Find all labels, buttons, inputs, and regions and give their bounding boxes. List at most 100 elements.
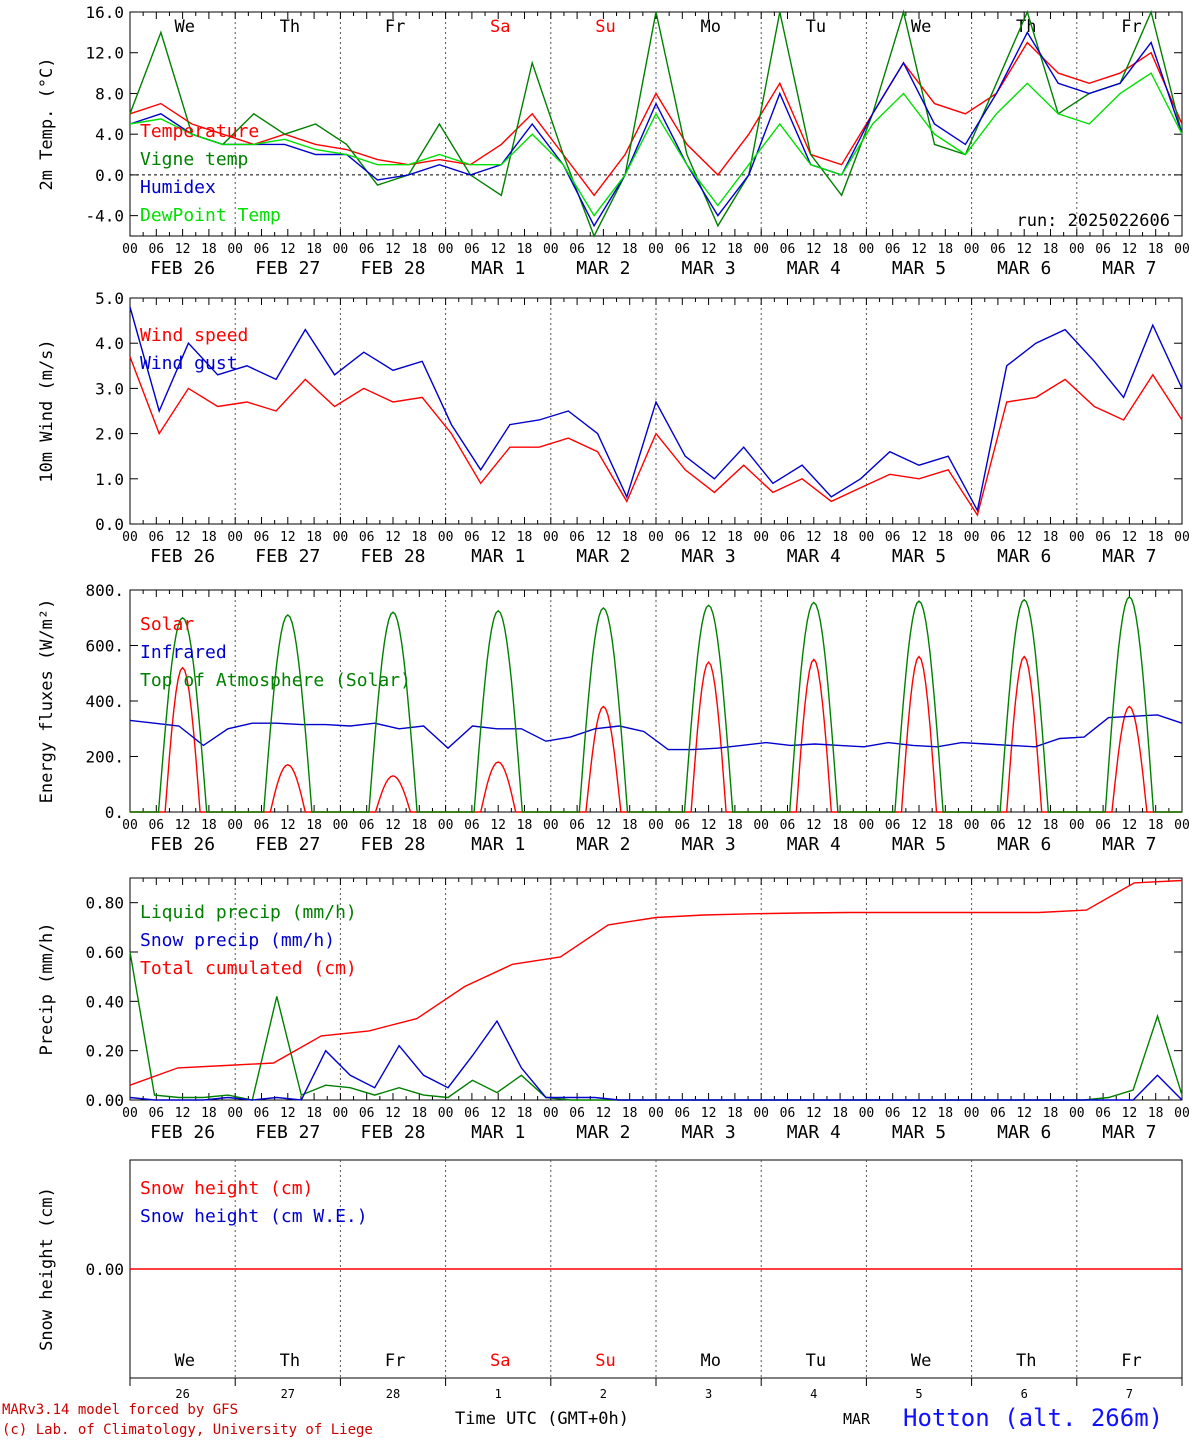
hour-label: 12 bbox=[806, 818, 822, 833]
hour-label: 06 bbox=[885, 1106, 901, 1121]
day-name-label: Fr bbox=[385, 17, 405, 37]
y-tick-label: 200. bbox=[85, 748, 124, 767]
day-name-label: Fr bbox=[1121, 1351, 1141, 1371]
hour-label: 18 bbox=[306, 818, 322, 833]
series-line-dewpoint-temp bbox=[129, 72, 1183, 217]
date-label: FEB 27 bbox=[255, 834, 320, 855]
hour-label: 06 bbox=[254, 530, 270, 545]
hour-label: 18 bbox=[411, 530, 427, 545]
hour-label: 12 bbox=[1016, 818, 1032, 833]
y-tick-label: 3.0 bbox=[95, 379, 124, 398]
hour-label: 06 bbox=[1095, 242, 1111, 257]
legend-entry: Humidex bbox=[140, 177, 216, 198]
y-tick-label: 0.80 bbox=[85, 894, 124, 913]
hour-label: 18 bbox=[937, 242, 953, 257]
hour-label: 06 bbox=[254, 818, 270, 833]
hour-label: 12 bbox=[911, 1106, 927, 1121]
y-tick-label: 8.0 bbox=[95, 84, 124, 103]
hour-label: 00 bbox=[1174, 242, 1190, 257]
hour-label: 06 bbox=[569, 818, 585, 833]
plot-frame bbox=[129, 297, 1183, 525]
y-tick-label: 1.0 bbox=[95, 470, 124, 489]
chart-panel-4: 0.00 0.20 0.40 0.60 0.80 Precip (mm/h) Liquid … bbox=[37, 877, 1190, 1143]
date-label: MAR 5 bbox=[892, 834, 946, 855]
day-name-label: Fr bbox=[1121, 17, 1141, 37]
chart-panel-2: 0.0 1.0 2.0 3.0 4.0 5.0 10m Wind (m/s) Wind spe… bbox=[37, 289, 1190, 567]
date-label: MAR 3 bbox=[682, 546, 736, 567]
y-tick-label: 0. bbox=[105, 803, 124, 822]
model-credit: MARv3.14 model forced by GFS bbox=[2, 1402, 238, 1418]
hour-label: 18 bbox=[1043, 530, 1059, 545]
hour-label: 00 bbox=[438, 530, 454, 545]
day-name-label: Th bbox=[1016, 1351, 1036, 1371]
hour-label: 18 bbox=[622, 242, 638, 257]
hour-label: 12 bbox=[596, 818, 612, 833]
date-label: MAR 5 bbox=[892, 258, 946, 279]
hour-label: 12 bbox=[1122, 242, 1138, 257]
hour-label: 00 bbox=[964, 1106, 980, 1121]
hour-label: 06 bbox=[148, 242, 164, 257]
hour-label: 00 bbox=[859, 242, 875, 257]
hour-label: 12 bbox=[701, 1106, 717, 1121]
hour-label: 06 bbox=[254, 242, 270, 257]
date-label: FEB 26 bbox=[150, 258, 215, 279]
month-label: MAR bbox=[843, 1410, 871, 1428]
date-label: MAR 7 bbox=[1102, 546, 1156, 567]
hour-label: 12 bbox=[701, 242, 717, 257]
x-axis-label: Time UTC (GMT+0h) bbox=[455, 1409, 629, 1429]
date-label: MAR 5 bbox=[892, 546, 946, 567]
hour-label: 06 bbox=[990, 530, 1006, 545]
hour-label: 12 bbox=[806, 1106, 822, 1121]
hour-label: 06 bbox=[569, 242, 585, 257]
hour-label: 06 bbox=[674, 818, 690, 833]
hour-label: 12 bbox=[490, 818, 506, 833]
hour-label: 12 bbox=[806, 530, 822, 545]
hour-label: 06 bbox=[780, 242, 796, 257]
hour-label: 00 bbox=[227, 818, 243, 833]
date-label: MAR 4 bbox=[787, 258, 841, 279]
hour-label: 00 bbox=[438, 242, 454, 257]
date-label: FEB 28 bbox=[360, 834, 425, 855]
y-axis-label: Precip (mm/h) bbox=[37, 922, 57, 1055]
hour-label: 12 bbox=[175, 818, 191, 833]
day-name-label: Th bbox=[280, 17, 300, 37]
hour-label: 00 bbox=[753, 818, 769, 833]
hour-label: 00 bbox=[859, 818, 875, 833]
day-name-label: Fr bbox=[385, 1351, 405, 1371]
hour-label: 18 bbox=[1043, 242, 1059, 257]
day-name-label: We bbox=[911, 17, 931, 37]
date-label: FEB 28 bbox=[360, 1122, 425, 1143]
date-label: MAR 7 bbox=[1102, 1122, 1156, 1143]
hour-label: 12 bbox=[911, 530, 927, 545]
date-label: MAR 3 bbox=[682, 1122, 736, 1143]
hour-label: 00 bbox=[122, 530, 138, 545]
hour-label: 00 bbox=[1069, 818, 1085, 833]
hour-label: 00 bbox=[648, 818, 664, 833]
run-label: run: 2025022606 bbox=[1016, 211, 1170, 231]
series-line-vigne-temp bbox=[129, 9, 1183, 238]
hour-label: 06 bbox=[674, 530, 690, 545]
date-label: MAR 4 bbox=[787, 834, 841, 855]
date-label: FEB 27 bbox=[255, 258, 320, 279]
hour-label: 00 bbox=[333, 1106, 349, 1121]
y-tick-label: 0.0 bbox=[95, 515, 124, 534]
hour-label: 00 bbox=[1174, 530, 1190, 545]
hour-label: 06 bbox=[464, 530, 480, 545]
hour-label: 06 bbox=[359, 818, 375, 833]
hour-label: 06 bbox=[359, 530, 375, 545]
hour-label: 18 bbox=[832, 530, 848, 545]
y-tick-label: 0.40 bbox=[85, 992, 124, 1011]
date-label: MAR 2 bbox=[576, 258, 630, 279]
hour-label: 18 bbox=[1148, 530, 1164, 545]
hour-label: 00 bbox=[122, 242, 138, 257]
y-tick-label: 0.0 bbox=[95, 166, 124, 185]
date-label: MAR 7 bbox=[1102, 834, 1156, 855]
day-name-label: We bbox=[174, 1351, 194, 1371]
hour-label: 18 bbox=[832, 242, 848, 257]
hour-label: 12 bbox=[911, 818, 927, 833]
hour-label: 06 bbox=[885, 530, 901, 545]
hour-label: 18 bbox=[937, 530, 953, 545]
hour-label: 12 bbox=[175, 530, 191, 545]
hour-label: 06 bbox=[1095, 1106, 1111, 1121]
hour-label: 00 bbox=[1069, 242, 1085, 257]
